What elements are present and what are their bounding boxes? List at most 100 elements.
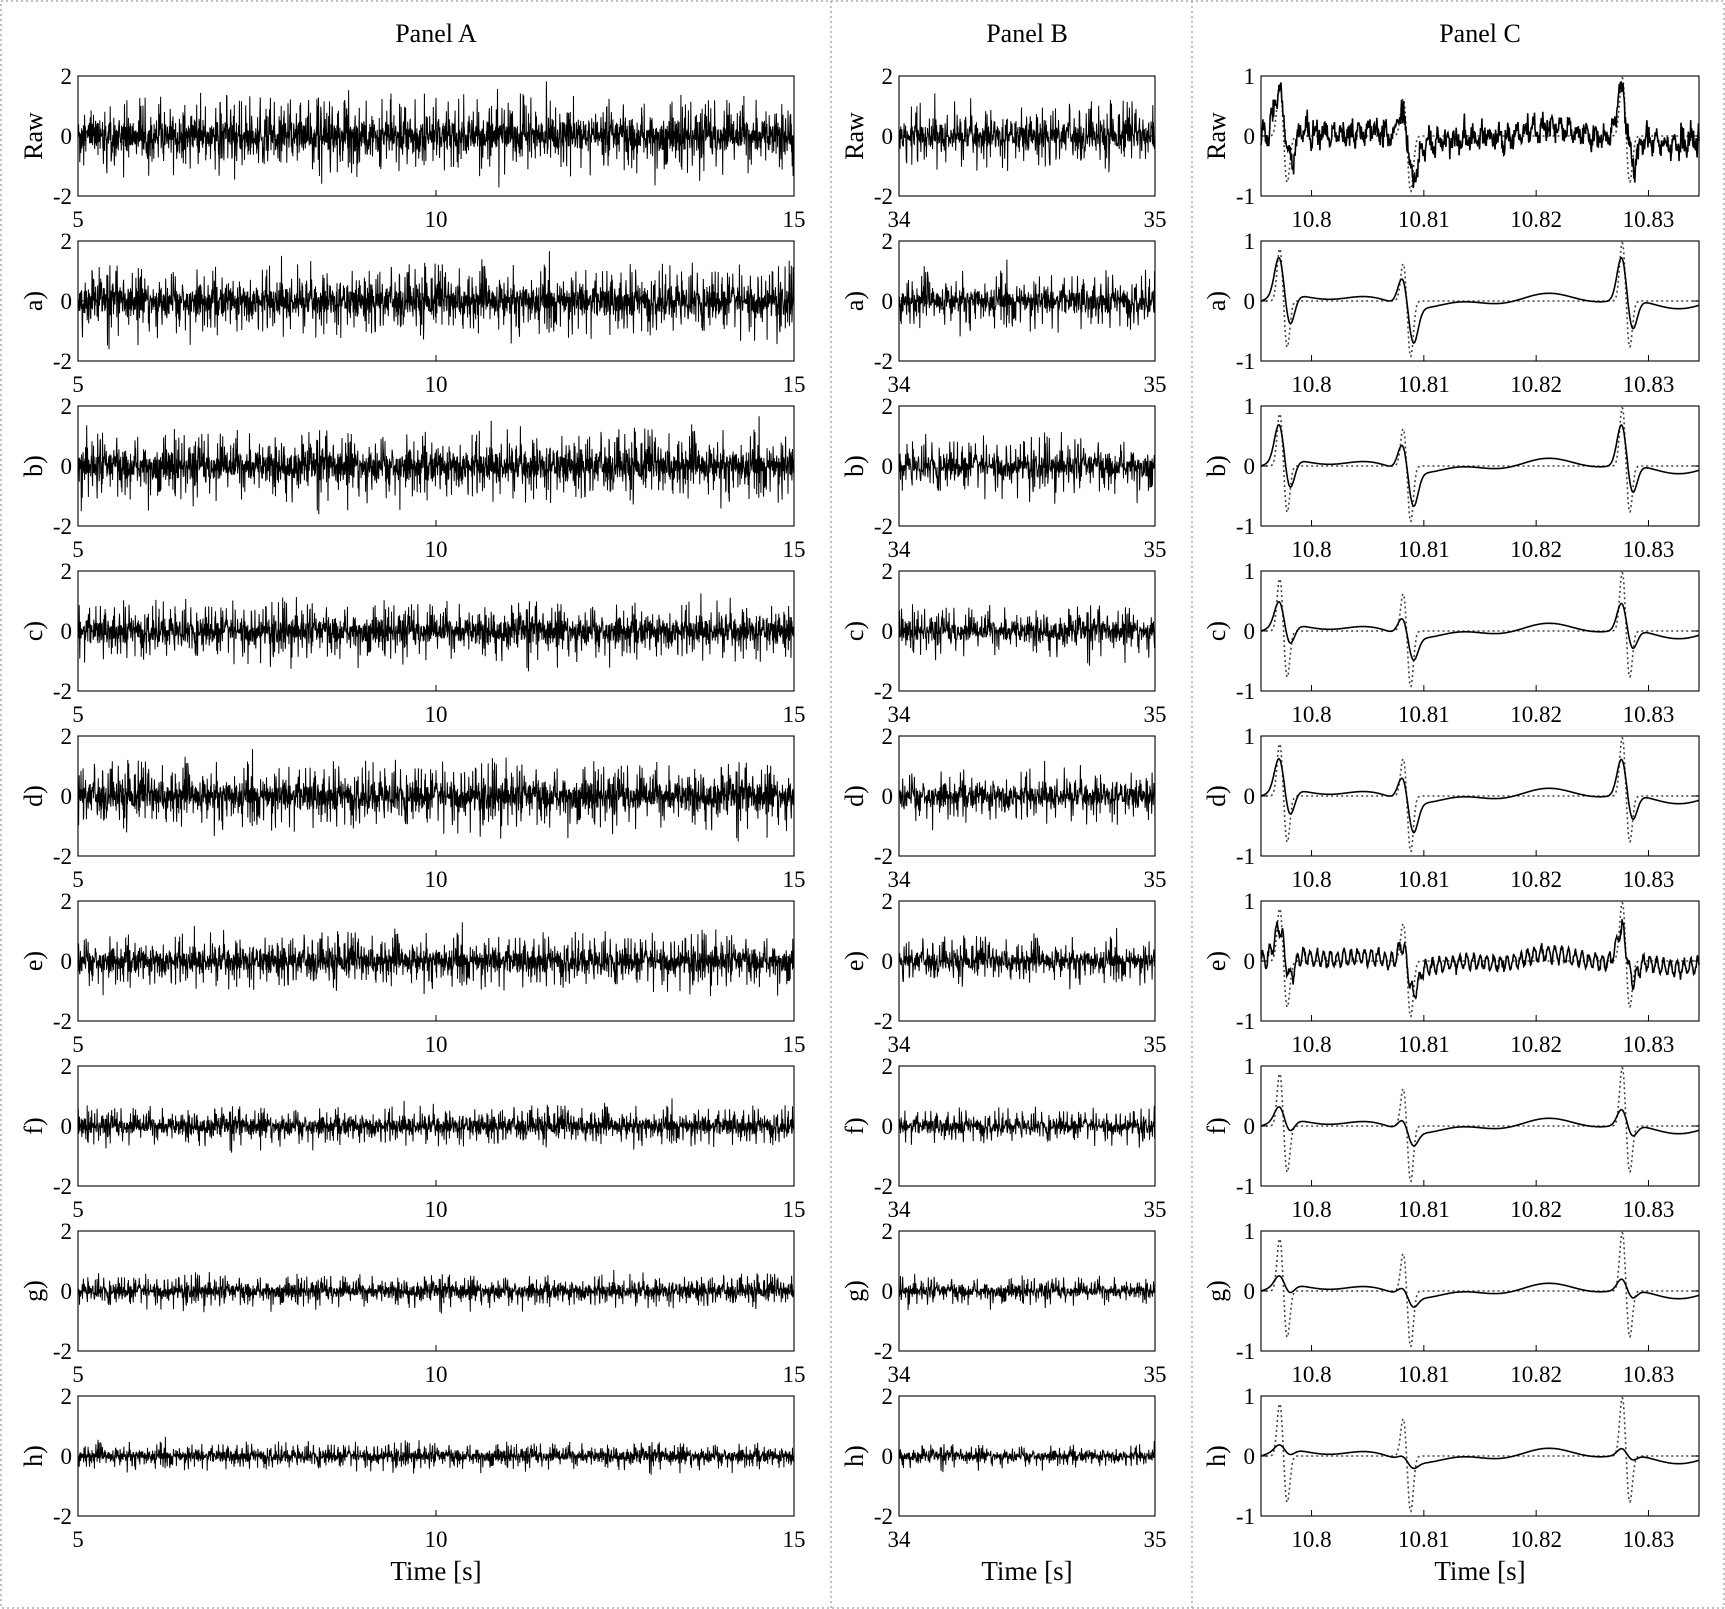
x-tick-label: 34 [888, 537, 912, 562]
x-tick-label: 10.81 [1398, 537, 1450, 562]
y-tick-label: -2 [874, 1174, 893, 1199]
y-tick-label: 0 [61, 1279, 73, 1304]
subplot-h: -2 0 2 h) 34 35 [840, 1384, 1167, 1552]
x-tick-label: 10.8 [1291, 372, 1331, 397]
y-tick-label: -2 [53, 1339, 72, 1364]
y-tick-label: 1 [1244, 559, 1256, 584]
y-tick-label: 2 [882, 1384, 894, 1409]
y-tick-label: 2 [882, 1219, 894, 1244]
x-tick-label: 10.83 [1623, 1032, 1675, 1057]
y-tick-label: -2 [53, 1504, 72, 1529]
y-tick-label: 0 [61, 784, 73, 809]
subplot-b: -1 0 1 b) 10.8 10.81 10.82 10.83 [1202, 394, 1700, 562]
axes-frame [1260, 1065, 1700, 1187]
x-tick-label: 10 [425, 537, 448, 562]
panel-title: Panel A [395, 19, 477, 48]
signal-trace [77, 251, 795, 350]
x-tick-label: 35 [1144, 1527, 1167, 1552]
x-tick-label: 35 [1144, 867, 1167, 892]
x-tick-label: 5 [72, 372, 84, 397]
y-tick-label: 0 [1244, 949, 1256, 974]
x-tick-label: 10.81 [1398, 1197, 1450, 1222]
subplot-d: -1 0 1 d) 10.8 10.81 10.82 10.83 [1202, 724, 1700, 892]
x-tick-label: 10 [425, 1197, 448, 1222]
y-tick-label: -1 [1236, 679, 1255, 704]
y-tick-label: 0 [61, 289, 73, 314]
x-tick-label: 34 [888, 1527, 912, 1552]
y-tick-label: -1 [1236, 184, 1255, 209]
y-tick-label: -2 [53, 1009, 72, 1034]
x-tick-label: 10.81 [1398, 372, 1450, 397]
signal-trace [898, 1105, 1156, 1148]
x-tick-label: 15 [783, 1197, 806, 1222]
y-tick-label: 2 [61, 559, 73, 584]
subplot-f: -1 0 1 f) 10.8 10.81 10.82 10.83 [1202, 1054, 1700, 1222]
y-tick-label: 2 [61, 724, 73, 749]
x-tick-label: 34 [888, 1362, 912, 1387]
x-tick-label: 10.82 [1510, 702, 1562, 727]
row-label: b) [840, 455, 869, 477]
signal-trace [1260, 600, 1700, 661]
signal-trace [1260, 757, 1700, 834]
subplot-c: -1 0 1 c) 10.8 10.81 10.82 10.83 [1202, 559, 1700, 727]
x-tick-label: 10.82 [1510, 1527, 1562, 1552]
x-tick-label: 10.82 [1510, 1362, 1562, 1387]
x-tick-label: 10.8 [1291, 702, 1331, 727]
x-tick-label: 10.83 [1623, 537, 1675, 562]
signal-trace [77, 922, 795, 997]
y-tick-label: -2 [53, 1174, 72, 1199]
x-tick-label: 10.81 [1398, 207, 1450, 232]
y-tick-label: 2 [882, 559, 894, 584]
y-tick-label: -2 [874, 1009, 893, 1034]
x-tick-label: 10.83 [1623, 372, 1675, 397]
signal-trace [1260, 1275, 1700, 1308]
x-tick-label: 10.83 [1623, 867, 1675, 892]
x-tick-label: 10.83 [1623, 702, 1675, 727]
x-tick-label: 5 [72, 1197, 84, 1222]
row-label: Raw [1202, 112, 1231, 160]
subplot-raw: -2 0 2 Raw 5 10 15 [19, 64, 806, 232]
y-tick-label: 2 [61, 229, 73, 254]
y-tick-label: -1 [1236, 1009, 1255, 1034]
y-tick-label: 1 [1244, 1054, 1256, 1079]
x-tick-label: 35 [1144, 1197, 1167, 1222]
y-tick-label: 2 [882, 724, 894, 749]
x-tick-label: 35 [1144, 702, 1167, 727]
y-tick-label: 1 [1244, 724, 1256, 749]
y-tick-label: 0 [882, 784, 894, 809]
subplot-e: -1 0 1 e) 10.8 10.81 10.82 10.83 [1202, 889, 1700, 1057]
signal-trace [898, 259, 1156, 337]
row-label: g) [1202, 1280, 1231, 1302]
x-tick-label: 10.82 [1510, 537, 1562, 562]
y-tick-label: 2 [61, 394, 73, 419]
y-tick-label: 0 [61, 124, 73, 149]
signal-trace [1260, 919, 1700, 1000]
y-tick-label: -2 [874, 1339, 893, 1364]
y-tick-label: 0 [882, 619, 894, 644]
x-tick-label: 10.8 [1291, 1362, 1331, 1387]
x-tick-label: 5 [72, 867, 84, 892]
x-tick-label: 15 [783, 702, 806, 727]
y-tick-label: 0 [61, 1114, 73, 1139]
x-tick-label: 35 [1144, 537, 1167, 562]
y-tick-label: 1 [1244, 1384, 1256, 1409]
axes-frame [1260, 405, 1700, 527]
panel-title: Panel B [986, 19, 1068, 48]
row-label: f) [19, 1117, 48, 1134]
row-label: g) [840, 1280, 869, 1302]
y-tick-label: 0 [882, 124, 894, 149]
axes-frame [1260, 240, 1700, 362]
subplot-h: -1 0 1 h) 10.8 10.81 10.82 10.83 [1202, 1384, 1700, 1552]
subplot-f: -2 0 2 f) 34 35 [840, 1054, 1167, 1222]
row-label: c) [19, 621, 48, 641]
subplot-c: -2 0 2 c) 5 10 15 [19, 559, 806, 727]
x-tick-label: 34 [888, 867, 912, 892]
y-tick-label: -1 [1236, 349, 1255, 374]
x-tick-label: 10 [425, 702, 448, 727]
subplot-c: -2 0 2 c) 34 35 [840, 559, 1167, 727]
row-label: e) [840, 951, 869, 971]
x-axis-label: Time [s] [390, 1556, 481, 1586]
